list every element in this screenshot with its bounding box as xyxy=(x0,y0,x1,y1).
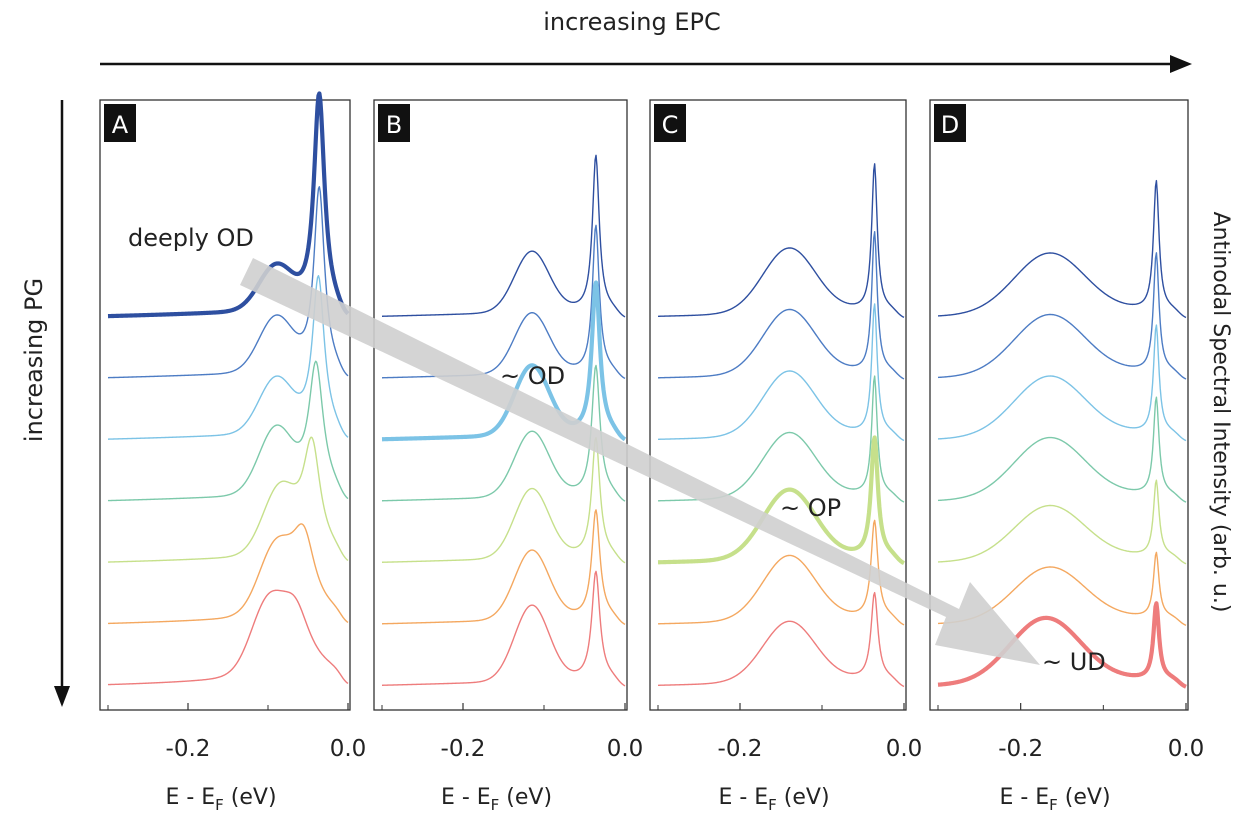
intensity-label: Antinodal Spectral Intensity (arb. u.) xyxy=(1208,212,1233,613)
panel-a: A -0.2 0.0 E - EF (eV) xyxy=(99,91,367,814)
spectrum-curve-2 xyxy=(107,186,349,379)
x-axis-label: E - EF (eV) xyxy=(165,785,276,814)
panel-label-text: A xyxy=(112,111,129,139)
panel-d: D -0.2 0.0 E - EF (eV) xyxy=(929,99,1205,814)
spectrum-curve-4 xyxy=(381,364,626,502)
spectrum-curve-5 xyxy=(107,436,349,563)
spectrum-curve-3 xyxy=(657,303,905,442)
panel-frame xyxy=(929,99,1189,711)
annotation-c: ~ OP xyxy=(780,494,841,522)
pg-arrow-head xyxy=(54,686,70,707)
spectrum-curve-2 xyxy=(657,231,905,380)
spectrum-curve-6 xyxy=(381,509,626,625)
panel-frame xyxy=(649,99,907,711)
spectrum-curve-7 xyxy=(657,591,905,688)
spectrum-curve-3 xyxy=(937,324,1187,442)
x-tick-label: -0.2 xyxy=(998,736,1043,762)
x-axis-label: E - EF (eV) xyxy=(441,785,552,814)
spectrum-curve-4 xyxy=(107,360,349,502)
panel-label-box xyxy=(104,104,136,142)
spectrum-curve-7 xyxy=(107,589,349,686)
epc-label: increasing EPC xyxy=(543,8,721,36)
annotation-b: ~ OD xyxy=(500,362,565,390)
x-tick-label: -0.2 xyxy=(718,736,763,762)
panels: A -0.2 0.0 E - EF (eV) B -0.2 0.0 E - EF (eV) C -… xyxy=(99,91,1205,814)
panel-label-box xyxy=(654,104,686,142)
panel-b: B -0.2 0.0 E - EF (eV) xyxy=(373,99,644,814)
spectrum-curve-6 xyxy=(657,519,905,626)
annotation-a: deeply OD xyxy=(128,224,254,252)
annotation-d: ~ UD xyxy=(1042,648,1106,676)
x-axis-label: E - EF (eV) xyxy=(999,785,1110,814)
panel-label-text: D xyxy=(941,111,959,139)
spectrum-curve-4 xyxy=(937,396,1187,503)
x-tick-label: 0.0 xyxy=(607,736,644,762)
spectrum-curve-1 xyxy=(937,179,1187,319)
panel-frame xyxy=(99,99,351,711)
x-tick-label: 0.0 xyxy=(886,736,923,762)
panel-frame xyxy=(373,99,628,711)
epc-arrow-head xyxy=(1170,55,1192,73)
spectrum-curve-1-highlight xyxy=(106,91,350,319)
panel-c: C -0.2 0.0 E - EF (eV) xyxy=(649,99,923,814)
spectrum-curve-5 xyxy=(381,436,626,564)
panel-label-c: C xyxy=(654,104,686,142)
panel-label-text: B xyxy=(386,111,402,139)
panel-label-box xyxy=(378,104,410,142)
spectrum-curve-6 xyxy=(107,523,349,625)
panel-label-d: D xyxy=(934,104,966,142)
spectrum-curve-5 xyxy=(937,479,1187,565)
spectrum-curve-7-highlight xyxy=(936,601,1188,689)
spectrum-curve-2 xyxy=(381,224,626,380)
spectrum-curve-1 xyxy=(657,163,905,319)
spectrum-curve-3-highlight xyxy=(380,280,627,442)
pg-label: increasing PG xyxy=(20,278,48,442)
panel-label-a: A xyxy=(104,104,136,142)
x-tick-label: 0.0 xyxy=(330,736,367,762)
panel-label-b: B xyxy=(378,104,410,142)
x-tick-label: -0.2 xyxy=(166,736,211,762)
panel-label-text: C xyxy=(662,111,679,139)
spectrum-curve-2 xyxy=(937,252,1187,380)
panel-label-box xyxy=(934,104,966,142)
spectrum-curve-1 xyxy=(381,154,626,318)
spectrum-curve-5-highlight xyxy=(656,435,906,566)
x-tick-label: 0.0 xyxy=(1168,736,1205,762)
spectrum-curve-3 xyxy=(107,274,349,440)
annotations: deeply OD ~ OD ~ OP ~ UD xyxy=(128,224,1106,676)
x-axis-label: E - EF (eV) xyxy=(718,785,829,814)
x-tick-label: -0.2 xyxy=(441,736,486,762)
trend-arrow xyxy=(240,258,1040,665)
spectrum-curve-7 xyxy=(381,570,626,687)
